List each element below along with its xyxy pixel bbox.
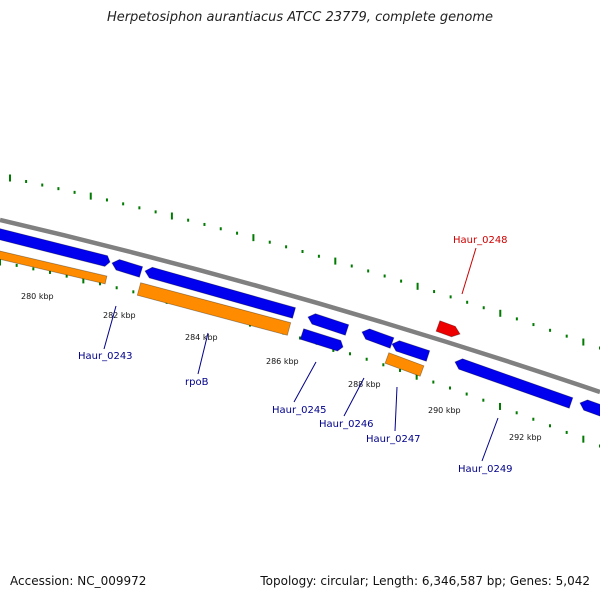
scale-tick-label: 288 kbp (348, 380, 381, 389)
cds-forward[interactable] (391, 340, 431, 362)
gene-label-haur-0246[interactable]: Haur_0246 (319, 419, 374, 430)
leader-line-haur-0245 (293, 361, 317, 403)
scale-tick-label: 290 kbp (428, 406, 461, 415)
rrna-block[interactable] (136, 282, 292, 336)
leader-line-rpob (197, 332, 209, 375)
scale-ticks: 280 kbp 282 kbp 284 kbp 286 kbp 288 kbp 290 k… (21, 292, 542, 442)
gene-label-rpob[interactable]: rpoB (185, 377, 209, 388)
rrna-block[interactable] (0, 250, 108, 285)
feature-track (0, 228, 600, 417)
leader-line-haur-0247 (394, 386, 398, 432)
rrna-block[interactable] (384, 352, 425, 377)
gene-label-haur-0245[interactable]: Haur_0245 (272, 405, 327, 416)
scale-tick-label: 284 kbp (185, 333, 218, 342)
cds-forward[interactable] (307, 313, 350, 336)
cds-forward[interactable] (454, 358, 574, 409)
leader-line-haur-0246 (343, 377, 365, 417)
page-title: Herpetosiphon aurantiacus ATCC 23779, co… (106, 10, 494, 25)
gene-label-haur-0243[interactable]: Haur_0243 (78, 351, 133, 362)
cds-forward[interactable] (361, 328, 395, 349)
leader-line-haur-0248 (461, 247, 477, 295)
cds-forward[interactable] (579, 399, 600, 417)
leader-line-haur-0243 (103, 305, 117, 350)
scale-tick-label: 286 kbp (266, 357, 299, 366)
cds-forward[interactable] (111, 259, 144, 278)
cds-forward[interactable] (144, 266, 296, 319)
scale-tick-label: 282 kbp (103, 311, 136, 320)
gene-labels: Haur_0243 rpoB Haur_0245 Haur_0246 Haur_0247… (78, 235, 513, 475)
scale-tick-label: 280 kbp (21, 292, 54, 301)
leader-line-haur-0249 (481, 417, 499, 462)
scale-tick-label: 292 kbp (509, 433, 542, 442)
cds-forward[interactable] (0, 228, 111, 267)
genome-backbone (0, 217, 600, 395)
gene-label-haur-0247[interactable]: Haur_0247 (366, 434, 421, 445)
cds-highlight[interactable] (435, 320, 461, 338)
topology-summary: Topology: circular; Length: 6,346,587 bp… (260, 574, 590, 588)
accession-label: Accession: NC_009972 (10, 574, 147, 588)
gene-label-haur-0248[interactable]: Haur_0248 (453, 235, 508, 246)
gene-label-haur-0249[interactable]: Haur_0249 (458, 464, 513, 475)
cds-forward[interactable] (299, 328, 344, 352)
backbone-arc (0, 217, 600, 395)
